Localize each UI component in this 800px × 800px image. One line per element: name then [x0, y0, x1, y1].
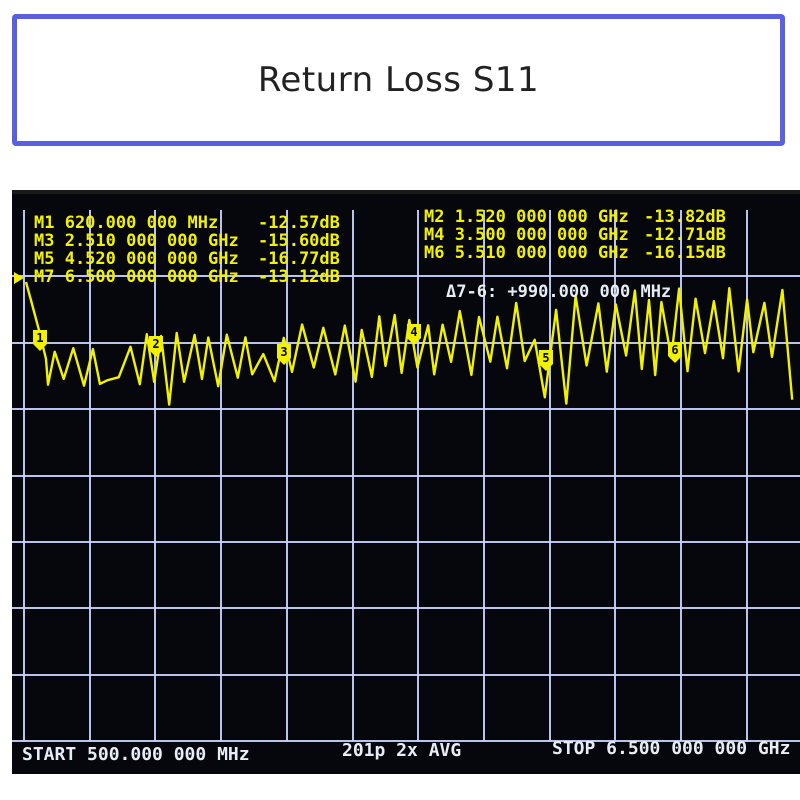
marker-flag-4: 4 [407, 324, 421, 345]
marker-flag-shape [277, 344, 291, 365]
marker-m3-value: -15.60dB [258, 231, 340, 251]
marker-m3-label: M3 2.510 000 000 GHz [34, 231, 239, 251]
marker-m2-value: -13.82dB [644, 207, 726, 227]
marker-flag-2: 2 [149, 336, 163, 357]
marker-flag-5: 5 [539, 350, 553, 371]
marker-flag-label: 6 [671, 343, 678, 357]
marker-flag-shape [149, 336, 163, 357]
points-avg: 201p 2x AVG [342, 740, 461, 761]
analyzer-screen: 1 2 3 4 5 6 M1 620.000 000 MHz -12.57dB M3 2.… [12, 190, 800, 774]
marker-flag-shape [668, 342, 682, 363]
marker-m7-value: -13.12dB [258, 267, 340, 287]
marker-m4-label: M4 3.500 000 000 GHz [424, 225, 629, 245]
marker-m7-label: M7 6.500 000 000 GHz [34, 267, 239, 287]
title-box: Return Loss S11 [12, 14, 785, 146]
marker-m5-value: -16.77dB [258, 249, 340, 269]
s11-trace [24, 281, 794, 406]
marker-flag-label: 5 [542, 351, 549, 365]
marker-m6-label: M6 5.510 000 000 GHz [424, 243, 629, 263]
marker-m6-value: -16.15dB [644, 243, 726, 263]
marker-flag-shape [33, 330, 47, 351]
delta-readout: Δ7-6: +990.000 000 MHz [446, 282, 671, 302]
marker-flag-label: 2 [152, 337, 159, 351]
marker-flag-label: 1 [36, 331, 43, 345]
active-marker-arrow-icon [14, 272, 24, 284]
marker-flag-label: 4 [410, 325, 417, 339]
marker-flag-shape [539, 350, 553, 371]
marker-flag-3: 3 [277, 344, 291, 365]
marker-flag-1: 1 [33, 330, 47, 351]
marker-m1-label: M1 620.000 000 MHz [34, 213, 218, 233]
marker-flag-6: 6 [668, 342, 682, 363]
marker-flag-label: 3 [280, 345, 287, 359]
marker-m1-value: -12.57dB [258, 213, 340, 233]
page-title: Return Loss S11 [257, 60, 540, 100]
s11-plot: 1 2 3 4 5 6 M1 620.000 000 MHz -12.57dB M3 2.… [12, 207, 800, 765]
start-frequency: START 500.000 000 MHz [22, 744, 250, 765]
marker-m2-label: M2 1.520 000 000 GHz [424, 207, 629, 227]
stop-frequency: STOP 6.500 000 000 GHz [552, 738, 790, 759]
marker-m5-label: M5 4.520 000 000 GHz [34, 249, 239, 269]
marker-flag-shape [407, 324, 421, 345]
marker-m4-value: -12.71dB [644, 225, 726, 245]
